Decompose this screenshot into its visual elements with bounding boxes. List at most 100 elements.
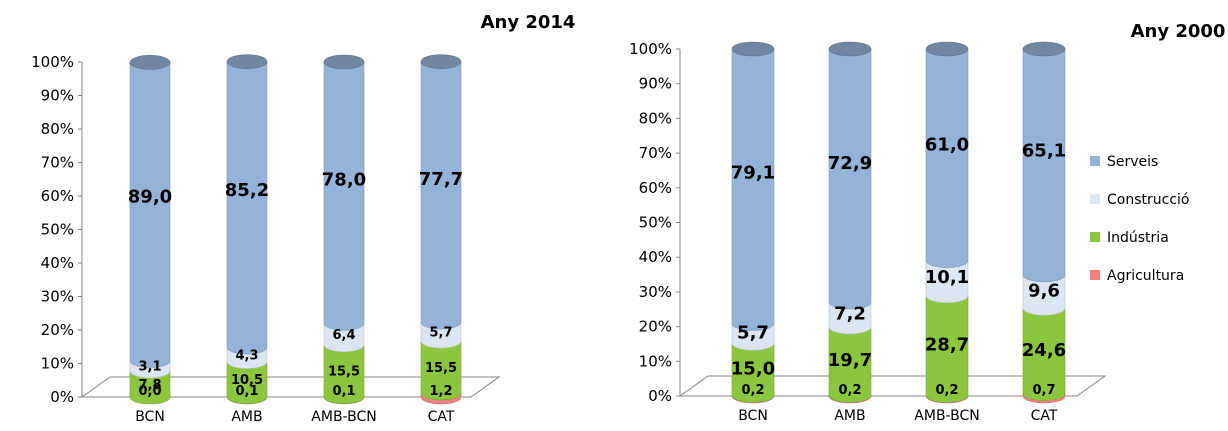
legend-swatch-construcció	[1090, 194, 1100, 204]
legend-label: Construcció	[1107, 192, 1189, 208]
x-tick-label: AMB	[231, 409, 262, 425]
bar-segment-construcció	[420, 321, 462, 349]
data-label: 72,9	[828, 153, 872, 174]
bar-segment-construcció	[323, 323, 365, 353]
y-tick-label: 0%	[50, 388, 74, 406]
bar-top-cap	[828, 41, 872, 57]
data-label: 10,1	[925, 267, 969, 288]
bar-top-cap	[731, 41, 775, 57]
chart-legend: Serveis Construcció Indústria Agricultura	[1090, 154, 1189, 284]
data-label: 0,2	[838, 383, 861, 398]
bar-segment-construcció	[1022, 274, 1066, 316]
bar-top-cap	[925, 41, 969, 57]
y-tick-label: 70%	[639, 144, 672, 162]
bar-segment-serveis	[731, 48, 775, 331]
bar-segment-serveis	[129, 62, 171, 368]
legend-swatch-serveis	[1090, 156, 1100, 166]
data-label: 24,6	[1022, 340, 1066, 361]
y-tick-label: 100%	[31, 53, 74, 71]
chart-title: Any 2000	[1131, 21, 1226, 42]
data-label: 1,2	[429, 384, 452, 399]
data-label: 15,5	[328, 365, 360, 380]
y-tick-label: 40%	[41, 254, 74, 272]
x-tick-label: BCN	[738, 408, 768, 424]
data-label: 6,4	[332, 328, 355, 343]
x-tick-label: AMB-BCN	[311, 409, 376, 425]
x-tick-label: CAT	[1031, 408, 1058, 424]
chart-title: Any 2014	[481, 12, 576, 33]
chart-any-2014: Any 2014 0% 10% 20% 30% 40% 50% 60% 70% 80% 90% 100…	[31, 12, 575, 425]
y-tick-label: 90%	[639, 75, 672, 93]
bar-segment-serveis	[420, 61, 462, 330]
chart-any-2000: Any 2000 0% 10% 20% 30% 40% 50% 60% 70% 80% 90% 100…	[629, 21, 1225, 424]
data-label: 0,0	[138, 384, 161, 399]
bar-top-cap	[129, 55, 171, 70]
legend-label: Indústria	[1107, 230, 1169, 246]
data-label: 77,7	[419, 169, 463, 190]
bar-segment-serveis	[925, 48, 969, 268]
legend-label: Agricultura	[1107, 268, 1184, 284]
bar-segment-serveis	[226, 61, 268, 355]
data-label: 3,1	[138, 360, 161, 375]
data-label: 0,2	[741, 383, 764, 398]
bar-top-cap	[420, 54, 462, 69]
x-tick-label: AMB-BCN	[914, 408, 979, 424]
bar-segment-indústria	[925, 295, 969, 403]
y-tick-label: 80%	[639, 109, 672, 127]
y-tick-label: 20%	[639, 318, 672, 336]
bar-top-cap	[1022, 41, 1066, 57]
y-tick-label: 50%	[41, 221, 74, 239]
bar-segment-construcció	[925, 260, 969, 304]
bar-segment-indústria	[420, 340, 462, 401]
data-label: 15,5	[425, 361, 457, 376]
data-label: 0,1	[235, 384, 258, 399]
data-label: 9,6	[1028, 281, 1060, 302]
bar-segment-construcció	[828, 301, 872, 335]
legend-swatch-indústria	[1090, 232, 1100, 242]
bar-segment-indústria	[226, 361, 268, 404]
data-label: 61,0	[925, 134, 969, 155]
data-label: 89,0	[128, 187, 172, 208]
data-label: 0,7	[1032, 383, 1055, 398]
data-label: 0,2	[935, 383, 958, 398]
y-tick-label: 20%	[41, 321, 74, 339]
bar-segment-indústria	[1022, 307, 1066, 401]
y-tick-label: 100%	[629, 40, 672, 58]
y-tick-label: 50%	[639, 214, 672, 232]
bar-segment-indústria	[731, 342, 775, 403]
data-label: 5,7	[737, 322, 769, 343]
bar-top-cap	[226, 54, 268, 69]
bar-segment-serveis	[323, 61, 365, 331]
y-tick-label: 30%	[41, 288, 74, 306]
data-label: 79,1	[731, 163, 775, 184]
x-tick-label: BCN	[135, 409, 165, 425]
data-label: 15,0	[731, 358, 775, 379]
data-label: 4,3	[235, 348, 258, 363]
y-tick-label: 60%	[639, 179, 672, 197]
y-tick-label: 0%	[648, 387, 672, 405]
y-tick-label: 90%	[41, 87, 74, 105]
data-label: 19,7	[828, 350, 872, 371]
x-tick-label: CAT	[428, 409, 455, 425]
y-tick-label: 70%	[41, 154, 74, 172]
data-label: 7,2	[834, 303, 866, 324]
y-tick-label: 30%	[639, 283, 672, 301]
data-label: 28,7	[925, 335, 969, 356]
x-tick-label: AMB	[834, 408, 865, 424]
bar-segment-serveis	[828, 48, 872, 310]
data-label: 7,8	[138, 378, 161, 393]
bar-segment-construcció	[731, 323, 775, 351]
data-label: 5,7	[429, 326, 452, 341]
data-label: 65,1	[1022, 141, 1066, 162]
data-label: 0,1	[332, 384, 355, 399]
bar-top-cap	[323, 54, 365, 70]
y-tick-label: 10%	[639, 352, 672, 370]
y-tick-label: 10%	[41, 355, 74, 373]
legend-label: Serveis	[1107, 154, 1158, 170]
bar-segment-indústria	[323, 344, 365, 404]
y-tick-label: 40%	[639, 248, 672, 266]
bar-segment-indústria	[129, 370, 171, 405]
y-tick-label: 80%	[41, 120, 74, 138]
bar-segment-serveis	[1022, 48, 1066, 283]
